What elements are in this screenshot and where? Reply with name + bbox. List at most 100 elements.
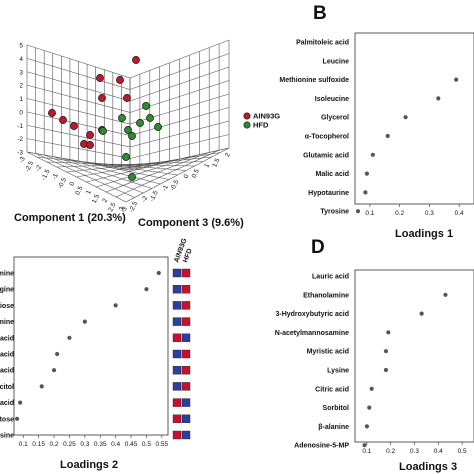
loading-point [383,367,389,373]
heat-cell [181,268,191,278]
heat-cell [181,414,191,423]
category-label: sine [0,433,14,440]
legend-swatch [243,112,251,120]
grid-line [96,154,200,188]
point-hfd [142,102,150,110]
point-ain93g [86,131,94,139]
heat-cell [172,414,182,423]
x-tick-label: 0.45 [125,441,138,448]
point-ain93g [98,94,106,102]
category-label: Palmitoleic acid [296,40,349,47]
category-label: Isoleucine [315,96,349,103]
x-tick-label: 0.2 [386,448,395,455]
loading-point [386,330,391,335]
panel-d-dotplot: D Lauric acid Ethanolamine 3-Hydroxybutyri… [275,237,474,473]
category-label: Malic acid [316,171,349,178]
y-tick-label: 2 [19,83,23,90]
z-tick-label: -2 [141,195,150,204]
point-ain93g [59,116,67,124]
heat-cell [172,333,182,342]
heat-cell [181,333,191,342]
loading-point [367,405,372,410]
x-tick-label: 0.4 [434,448,443,455]
loading-point [51,368,57,373]
z-tick-label: 1 [203,162,211,169]
category-label: α-Tocopherol [305,134,349,141]
point-ain93g [48,109,56,117]
grid-line [86,156,190,183]
x-tick-labels: 0.1 0.2 0.3 0.4 [365,204,464,217]
panel-c-dotplot: amine gine iose amine acid acid acid citol acid t… [0,237,194,471]
heat-cell [172,349,182,359]
x-tick-label: 0.4 [111,441,120,448]
category-label: Ethanolamine [303,292,349,299]
x-tick-label: 0.5 [74,185,84,196]
category-label: iose [0,303,14,310]
heat-cell [181,285,191,294]
category-label: acid [0,352,14,359]
x-tick-label: 0.5 [458,448,467,455]
category-label: Methionine sulfoxide [279,77,349,84]
x-tick-label: 0.55 [156,441,169,448]
x-axis-label-b: Loadings 1 [395,228,453,240]
loading-point [385,133,390,139]
x-tick-labels: 0.1 0.2 0.3 0.4 0.5 [362,442,467,455]
z-axis-label: Component 3 (9.6%) [138,217,244,229]
loading-point [369,386,374,391]
heat-cell [181,317,191,326]
x-tick-label: 0.3 [410,448,419,455]
z-tick-label: -0.5 [169,179,180,192]
z-tick-label: -1 [161,184,170,193]
point-ain93g [70,122,78,130]
y-tick-label: 4 [19,56,23,63]
y-tick-label: -2 [17,136,23,143]
y-tick-label: 1 [19,96,23,103]
category-label: Glutamic acid [303,152,349,159]
x-tick-labels: 0.1 0.15 0.2 0.25 0.3 0.35 0.4 0.45 0.5 0.55 [19,435,169,448]
panel-label-d: D [311,237,325,258]
point-hfd [146,114,154,122]
loading-point [18,400,23,405]
grid-line [115,149,220,198]
category-label: Glycerol [321,115,349,122]
z-tick-label: -2.5 [128,200,139,213]
heat-column-label: HFD [182,248,193,264]
grid-line [106,152,210,193]
loading-point [362,443,367,448]
loading-point [355,209,361,214]
x-tick-label: 0.1 [19,441,28,448]
legend-label: HFD [253,121,269,130]
loading-point [144,287,149,292]
category-label: Hypotaurine [308,190,349,197]
category-rows: Lauric acid Ethanolamine 3-Hydroxybutyric … [275,274,448,450]
z-tick-label: -3 [120,206,129,215]
loading-point [383,349,389,354]
loading-point [363,190,368,195]
category-label: β-alanine [318,424,349,431]
x-tick-label: 3 [118,206,126,213]
x-tick-label: 0.2 [50,441,59,448]
heat-cell [181,349,191,359]
z-tick-label: 2 [224,152,232,159]
loading-point [364,424,369,429]
x-tick-label: 1 [85,189,93,196]
x-tick-label: -1 [51,172,60,181]
z-tick-label: -1.5 [149,189,160,202]
x-tick-label: 2 [101,197,109,204]
y-tick-label: 5 [19,43,23,50]
loading-point [403,115,408,120]
x-tick-label: -0.5 [57,176,68,189]
category-label: 3-Hydroxybutyric acid [275,311,349,318]
point-hfd [124,126,132,134]
y-tick-label: 3 [19,69,23,76]
point-ain93g [132,56,140,64]
heat-cell [172,398,182,407]
x-tick-label: 1.5 [91,193,101,204]
z-tick-label: 0 [183,173,191,180]
point-ain93g [116,76,124,84]
plot-frame-b [354,32,474,205]
x-tick-label: 0.15 [32,441,45,448]
z-tick-label: 0.5 [191,168,201,179]
heat-cell [181,301,191,310]
loading-point [55,351,60,357]
